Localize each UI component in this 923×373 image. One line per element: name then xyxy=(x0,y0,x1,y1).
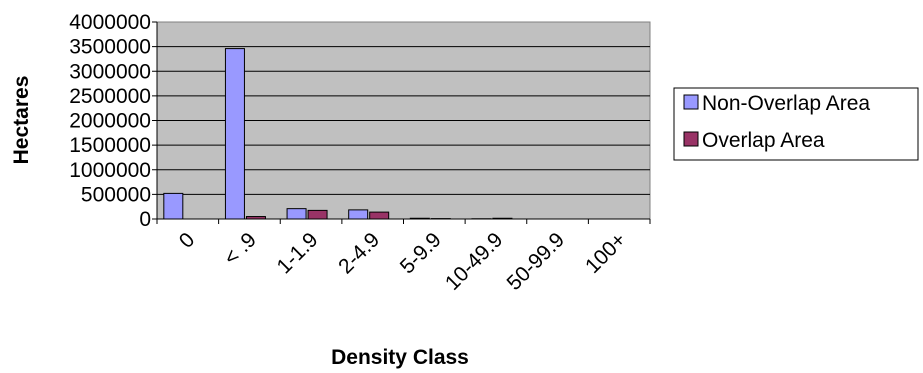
x-tick-label: 50-99.9 xyxy=(502,228,569,295)
x-tick-label: 10-49.9 xyxy=(441,228,508,295)
y-tick-label: 2000000 xyxy=(69,110,151,133)
legend-box xyxy=(673,87,919,161)
y-tick-label: 1500000 xyxy=(69,134,151,157)
x-tick-label: 100+ xyxy=(581,228,631,278)
bar xyxy=(286,208,307,220)
y-tick-label: 0 xyxy=(139,208,151,231)
x-tick-label: 1-1.9 xyxy=(272,228,322,278)
y-tick-labels: 0500000100000015000002000000250000030000… xyxy=(69,11,157,231)
bar xyxy=(307,209,328,220)
y-tick-label: 4000000 xyxy=(69,11,151,34)
y-tick-label: 2500000 xyxy=(69,85,151,108)
bar xyxy=(224,48,245,220)
bars xyxy=(163,48,513,220)
bar xyxy=(163,192,184,220)
legend: Non-Overlap Area Overlap Area xyxy=(673,87,919,161)
y-axis-title: Hectares xyxy=(10,76,33,165)
x-tick-label: 5-9.9 xyxy=(396,228,446,278)
bar xyxy=(348,209,369,220)
y-tick-label: 3500000 xyxy=(69,36,151,59)
legend-swatch xyxy=(683,94,699,110)
x-axis-title: Density Class xyxy=(331,346,469,369)
x-tick-label: 2-4.9 xyxy=(334,228,384,278)
legend-label: Non-Overlap Area xyxy=(702,92,870,115)
x-tick-labels: 0 < .9 1-1.9 2-4.9 5-9.910-49.950-99.9 100+ xyxy=(156,219,651,295)
x-tick-label: < .9 xyxy=(220,228,261,269)
x-tick-label: 0 xyxy=(175,228,200,253)
y-tick-label: 3000000 xyxy=(69,60,151,83)
legend-label: Overlap Area xyxy=(702,129,825,152)
y-tick-label: 1000000 xyxy=(69,159,151,182)
bar xyxy=(369,211,390,220)
legend-swatch xyxy=(683,131,699,147)
y-tick-label: 500000 xyxy=(81,183,151,206)
